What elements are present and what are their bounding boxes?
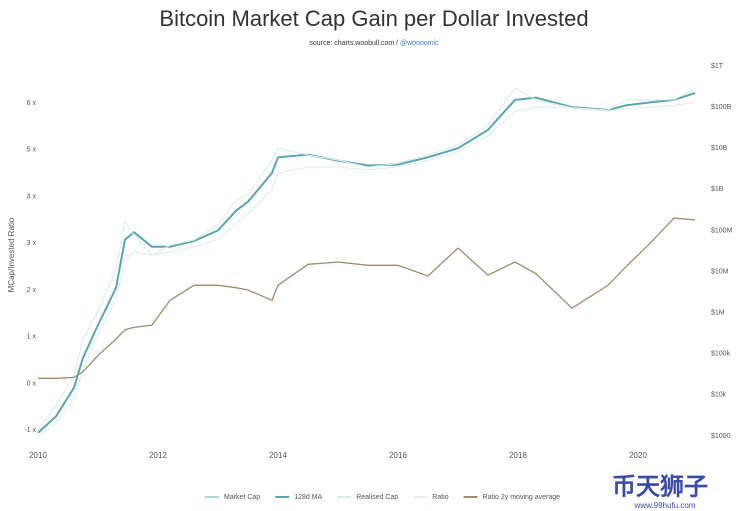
- x-tick-label: 2010: [29, 451, 47, 460]
- y2-tick-label: $10k: [711, 392, 727, 399]
- chart-title: Bitcoin Market Cap Gain per Dollar Inves…: [159, 6, 588, 31]
- y-tick-label: 1 x: [27, 334, 37, 341]
- legend-label: Ratio: [432, 494, 448, 501]
- series-line: [37, 87, 696, 431]
- subtitle-source: source: charts.woobull.com /: [309, 40, 400, 47]
- x-tick-label: 2016: [389, 451, 407, 460]
- series-line: [37, 92, 696, 434]
- y2-tick-label: $100B: [711, 104, 732, 111]
- y2-tick-label: $1000: [711, 433, 731, 440]
- legend-label: Realised Cap: [356, 494, 398, 501]
- legend-label: Market Cap: [224, 494, 260, 501]
- y-axis-label: MCap/Invested Ratio: [7, 217, 16, 292]
- y-tick-label: 2 x: [27, 287, 37, 294]
- y-tick-label: 6 x: [27, 100, 37, 107]
- y2-tick-label: $1M: [711, 310, 725, 317]
- y2-tick-label: $1T: [711, 63, 724, 70]
- y-tick-label: 3 x: [27, 240, 37, 247]
- legend-label: 128d MA: [294, 494, 322, 501]
- x-tick-label: 2018: [509, 451, 527, 460]
- y-tick-label: -1 x: [24, 427, 36, 434]
- watermark: 币天狮子: [612, 473, 708, 500]
- x-tick-label: 2020: [629, 451, 647, 460]
- watermark-url: www.99hufu.com: [634, 501, 696, 510]
- y-tick-label: 5 x: [27, 147, 37, 154]
- y2-tick-label: $100k: [711, 351, 731, 358]
- series-line: [37, 87, 696, 431]
- subtitle-link[interactable]: @woonomic: [400, 40, 439, 47]
- y2-tick-label: $100M: [711, 227, 733, 234]
- legend-label: Ratio 2y moving average: [483, 494, 561, 501]
- x-tick-label: 2014: [269, 451, 287, 460]
- y2-tick-label: $10M: [711, 268, 729, 275]
- series-line: [37, 101, 696, 437]
- subtitle: source: charts.woobull.com / @woonomic: [309, 40, 439, 47]
- y2-tick-label: $10B: [711, 145, 728, 152]
- x-tick-label: 2012: [149, 451, 167, 460]
- series-line: [38, 217, 696, 379]
- y2-tick-label: $1B: [711, 186, 724, 193]
- y-tick-label: 0 x: [27, 380, 37, 387]
- y-tick-label: 4 x: [27, 193, 37, 200]
